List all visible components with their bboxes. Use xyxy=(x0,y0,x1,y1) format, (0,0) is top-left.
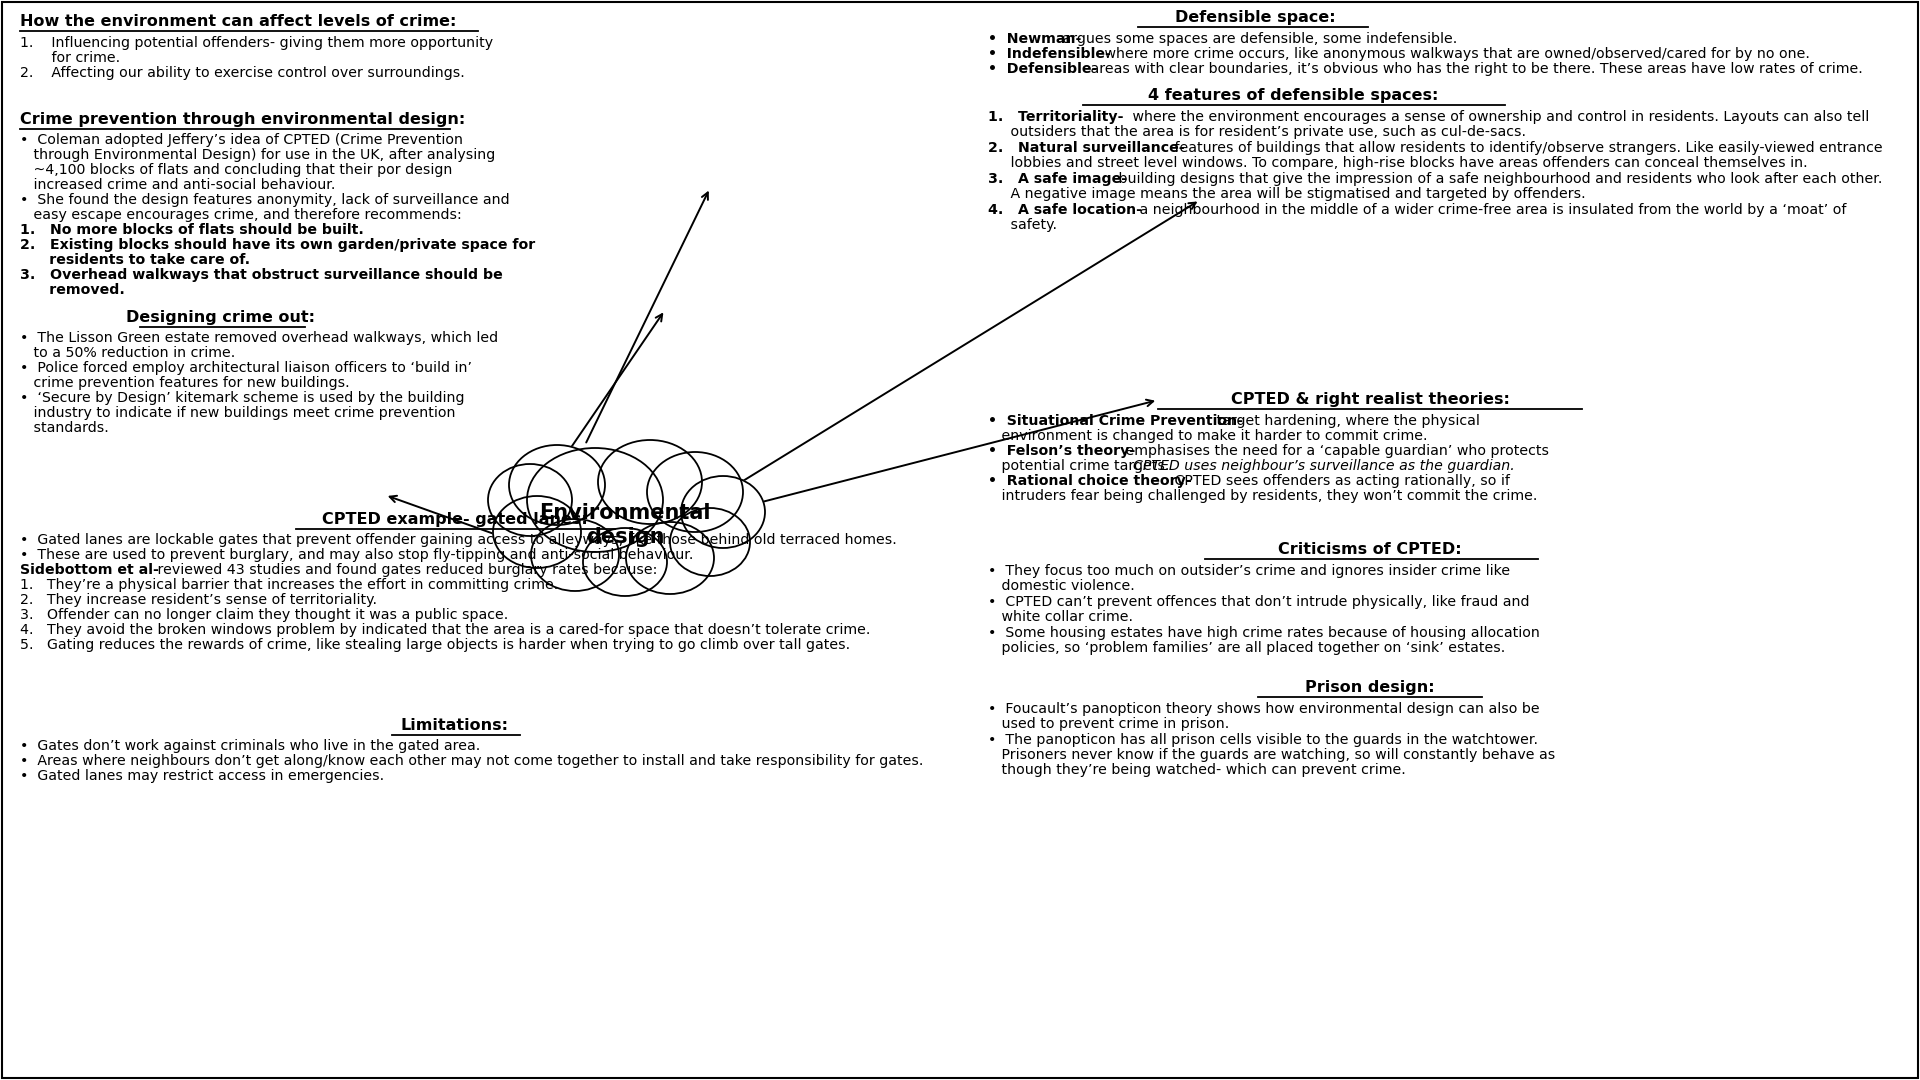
Text: •  Some housing estates have high crime rates because of housing allocation: • Some housing estates have high crime r… xyxy=(989,626,1540,640)
Text: features of buildings that allow residents to identify/observe strangers. Like e: features of buildings that allow residen… xyxy=(1169,141,1884,156)
Text: 3.   Overhead walkways that obstruct surveillance should be: 3. Overhead walkways that obstruct surve… xyxy=(19,268,503,282)
Text: 2.   They increase resident’s sense of territoriality.: 2. They increase resident’s sense of ter… xyxy=(19,593,376,607)
Text: 4.   A safe location-: 4. A safe location- xyxy=(989,203,1142,217)
Ellipse shape xyxy=(626,522,714,594)
Text: 3.   A safe image-: 3. A safe image- xyxy=(989,172,1127,186)
Text: where more crime occurs, like anonymous walkways that are owned/observed/cared f: where more crime occurs, like anonymous … xyxy=(1100,48,1811,60)
Text: •  Gated lanes may restrict access in emergencies.: • Gated lanes may restrict access in eme… xyxy=(19,769,384,783)
Text: •  Felson’s theory-: • Felson’s theory- xyxy=(989,444,1135,458)
Text: policies, so ‘problem families’ are all placed together on ‘sink’ estates.: policies, so ‘problem families’ are all … xyxy=(989,642,1505,654)
Text: •  Gates don’t work against criminals who live in the gated area.: • Gates don’t work against criminals who… xyxy=(19,739,480,753)
Text: A negative image means the area will be stigmatised and targeted by offenders.: A negative image means the area will be … xyxy=(989,187,1586,201)
Text: residents to take care of.: residents to take care of. xyxy=(19,253,250,267)
Text: Prisoners never know if the guards are watching, so will constantly behave as: Prisoners never know if the guards are w… xyxy=(989,748,1555,762)
Text: environment is changed to make it harder to commit crime.: environment is changed to make it harder… xyxy=(989,429,1427,443)
Text: •  CPTED can’t prevent offences that don’t intrude physically, like fraud and: • CPTED can’t prevent offences that don’… xyxy=(989,595,1530,609)
Text: Prison design:: Prison design: xyxy=(1306,680,1434,696)
Text: •  Foucault’s panopticon theory shows how environmental design can also be: • Foucault’s panopticon theory shows how… xyxy=(989,702,1540,716)
Text: •  Indefensible-: • Indefensible- xyxy=(989,48,1112,60)
Text: •  Rational choice theory-: • Rational choice theory- xyxy=(989,474,1192,488)
Text: 1.   Territoriality-: 1. Territoriality- xyxy=(989,110,1123,124)
Text: •  Gated lanes are lockable gates that prevent offender gaining access to alleyw: • Gated lanes are lockable gates that pr… xyxy=(19,534,897,546)
Text: reviewed 43 studies and found gates reduced burglary rates because:: reviewed 43 studies and found gates redu… xyxy=(154,563,657,577)
Ellipse shape xyxy=(670,508,751,576)
Text: ~4,100 blocks of flats and concluding that their por design: ~4,100 blocks of flats and concluding th… xyxy=(19,163,453,177)
Text: 2.   Natural surveillance-: 2. Natural surveillance- xyxy=(989,141,1185,156)
Text: 4.   They avoid the broken windows problem by indicated that the area is a cared: 4. They avoid the broken windows problem… xyxy=(19,623,870,637)
Ellipse shape xyxy=(488,464,572,536)
Text: Designing crime out:: Designing crime out: xyxy=(125,310,315,325)
Text: •  Areas where neighbours don’t get along/know each other may not come together : • Areas where neighbours don’t get along… xyxy=(19,754,924,768)
Text: potential crime targets.: potential crime targets. xyxy=(989,459,1173,473)
Ellipse shape xyxy=(647,453,743,532)
Text: standards.: standards. xyxy=(19,421,109,435)
Text: 1.    Influencing potential offenders- giving them more opportunity: 1. Influencing potential offenders- givi… xyxy=(19,36,493,50)
Ellipse shape xyxy=(509,445,605,525)
Text: target hardening, where the physical: target hardening, where the physical xyxy=(1212,414,1480,428)
Text: white collar crime.: white collar crime. xyxy=(989,610,1133,624)
Text: 3.   Offender can no longer claim they thought it was a public space.: 3. Offender can no longer claim they tho… xyxy=(19,608,509,622)
Text: a neighbourhood in the middle of a wider crime-free area is insulated from the w: a neighbourhood in the middle of a wider… xyxy=(1135,203,1847,217)
Text: Sidebottom et al-: Sidebottom et al- xyxy=(19,563,159,577)
Text: intruders fear being challenged by residents, they won’t commit the crime.: intruders fear being challenged by resid… xyxy=(989,489,1538,503)
Text: CPTED sees offenders as acting rationally, so if: CPTED sees offenders as acting rationall… xyxy=(1169,474,1509,488)
Ellipse shape xyxy=(682,476,764,548)
Text: •  These are used to prevent burglary, and may also stop fly-tipping and anti-so: • These are used to prevent burglary, an… xyxy=(19,548,693,562)
Text: to a 50% reduction in crime.: to a 50% reduction in crime. xyxy=(19,346,236,360)
Text: crime prevention features for new buildings.: crime prevention features for new buildi… xyxy=(19,376,349,390)
Text: 1.   They’re a physical barrier that increases the effort in committing crime.: 1. They’re a physical barrier that incre… xyxy=(19,578,559,592)
Text: removed.: removed. xyxy=(19,283,125,297)
Text: •  Defensible-: • Defensible- xyxy=(989,62,1098,76)
Text: 2.    Affecting our ability to exercise control over surroundings.: 2. Affecting our ability to exercise con… xyxy=(19,66,465,80)
Ellipse shape xyxy=(493,496,582,568)
Text: •  They focus too much on outsider’s crime and ignores insider crime like: • They focus too much on outsider’s crim… xyxy=(989,564,1511,578)
Text: •  Situational Crime Prevention-: • Situational Crime Prevention- xyxy=(989,414,1242,428)
Text: •  The Lisson Green estate removed overhead walkways, which led: • The Lisson Green estate removed overhe… xyxy=(19,330,497,345)
Text: How the environment can affect levels of crime:: How the environment can affect levels of… xyxy=(19,14,457,29)
Text: domestic violence.: domestic violence. xyxy=(989,579,1135,593)
Text: areas with clear boundaries, it’s obvious who has the right to be there. These a: areas with clear boundaries, it’s obviou… xyxy=(1087,62,1862,76)
Text: •  The panopticon has all prison cells visible to the guards in the watchtower.: • The panopticon has all prison cells vi… xyxy=(989,733,1538,747)
Text: CPTED uses neighbour’s surveillance as the guardian.: CPTED uses neighbour’s surveillance as t… xyxy=(1133,459,1515,473)
Text: •  ‘Secure by Design’ kitemark scheme is used by the building: • ‘Secure by Design’ kitemark scheme is … xyxy=(19,391,465,405)
Text: safety.: safety. xyxy=(989,218,1058,232)
Ellipse shape xyxy=(597,440,703,524)
Text: Defensible space:: Defensible space: xyxy=(1175,10,1334,25)
Ellipse shape xyxy=(526,448,662,552)
Text: industry to indicate if new buildings meet crime prevention: industry to indicate if new buildings me… xyxy=(19,406,455,420)
Text: 5.   Gating reduces the rewards of crime, like stealing large objects is harder : 5. Gating reduces the rewards of crime, … xyxy=(19,638,851,652)
Text: •  She found the design features anonymity, lack of surveillance and: • She found the design features anonymit… xyxy=(19,193,509,207)
Text: •  Police forced employ architectural liaison officers to ‘build in’: • Police forced employ architectural lia… xyxy=(19,361,472,375)
Text: •  Coleman adopted Jeffery’s idea of CPTED (Crime Prevention: • Coleman adopted Jeffery’s idea of CPTE… xyxy=(19,133,463,147)
Text: used to prevent crime in prison.: used to prevent crime in prison. xyxy=(989,717,1229,731)
Text: emphasises the need for a ‘capable guardian’ who protects: emphasises the need for a ‘capable guard… xyxy=(1121,444,1549,458)
Text: through Environmental Design) for use in the UK, after analysing: through Environmental Design) for use in… xyxy=(19,148,495,162)
Text: Environmental
design: Environmental design xyxy=(540,502,710,548)
Text: outsiders that the area is for resident’s private use, such as cul-de-sacs.: outsiders that the area is for resident’… xyxy=(989,125,1526,139)
Text: argues some spaces are defensible, some indefensible.: argues some spaces are defensible, some … xyxy=(1058,32,1457,46)
Text: building designs that give the impression of a safe neighbourhood and residents : building designs that give the impressio… xyxy=(1114,172,1882,186)
Text: Criticisms of CPTED:: Criticisms of CPTED: xyxy=(1279,542,1461,557)
Text: 1.   No more blocks of flats should be built.: 1. No more blocks of flats should be bui… xyxy=(19,222,365,237)
Text: Crime prevention through environmental design:: Crime prevention through environmental d… xyxy=(19,112,465,127)
Ellipse shape xyxy=(584,528,666,596)
Text: for crime.: for crime. xyxy=(19,51,121,65)
Text: lobbies and street level windows. To compare, high-rise blocks have areas offend: lobbies and street level windows. To com… xyxy=(989,156,1807,170)
Text: increased crime and anti-social behaviour.: increased crime and anti-social behaviou… xyxy=(19,178,336,192)
Text: 2.   Existing blocks should have its own garden/private space for: 2. Existing blocks should have its own g… xyxy=(19,238,536,252)
Text: CPTED & right realist theories:: CPTED & right realist theories: xyxy=(1231,392,1509,407)
Text: though they’re being watched- which can prevent crime.: though they’re being watched- which can … xyxy=(989,762,1405,777)
Text: •  Newman-: • Newman- xyxy=(989,32,1081,46)
Text: where the environment encourages a sense of ownership and control in residents. : where the environment encourages a sense… xyxy=(1129,110,1870,124)
Ellipse shape xyxy=(532,519,618,591)
Text: easy escape encourages crime, and therefore recommends:: easy escape encourages crime, and theref… xyxy=(19,208,461,222)
Text: Limitations:: Limitations: xyxy=(401,718,509,733)
Text: 4 features of defensible spaces:: 4 features of defensible spaces: xyxy=(1148,87,1438,103)
Text: CPTED example- gated lanes:: CPTED example- gated lanes: xyxy=(323,512,588,527)
